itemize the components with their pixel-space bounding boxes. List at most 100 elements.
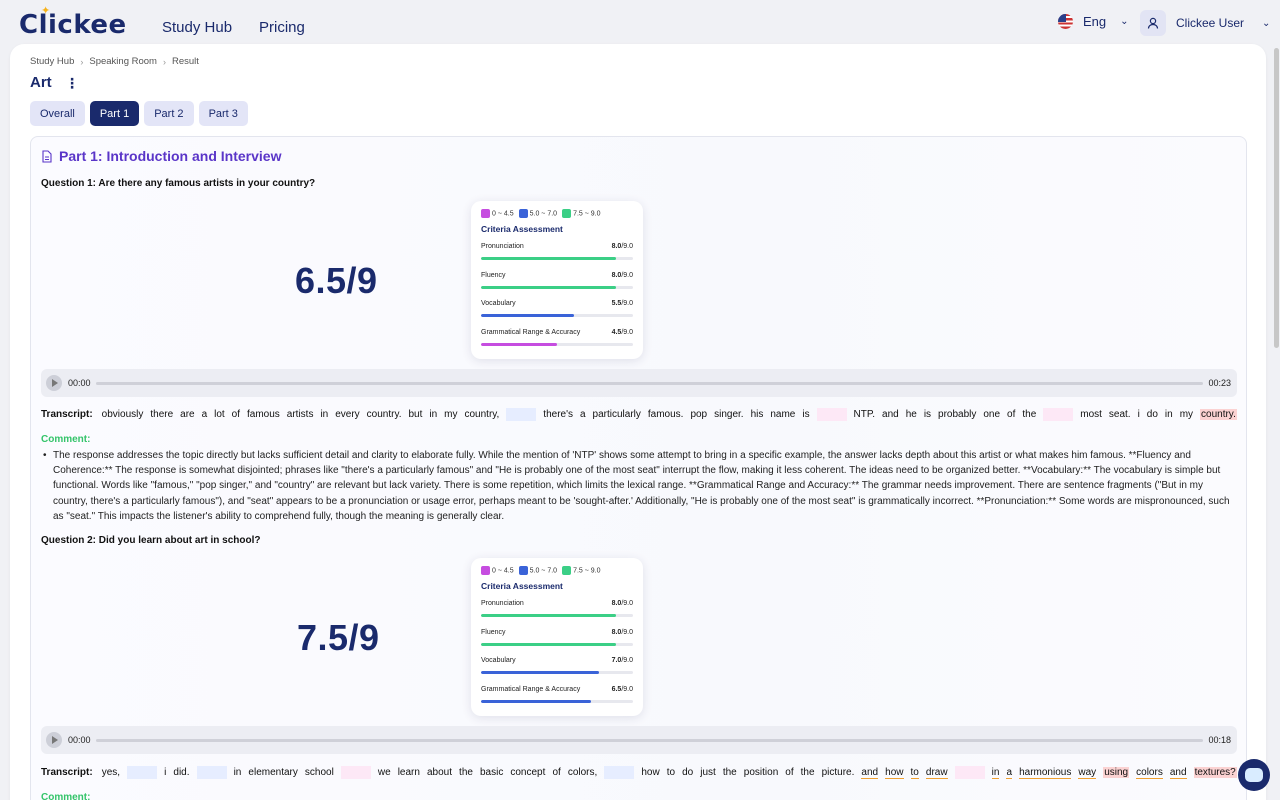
flagged-word: colors <box>1136 766 1163 779</box>
transcript-word: probably <box>938 409 977 420</box>
page-title: Art <box>30 74 52 91</box>
chevron-right-icon: › <box>80 56 84 67</box>
transcript-word: we <box>377 767 391 778</box>
user-icon <box>1140 10 1166 36</box>
audio-progress-slider[interactable] <box>95 738 1204 742</box>
criteria-name: Vocabulary <box>481 657 516 665</box>
question-title: Question 2: Did you learn about art in s… <box>41 535 261 546</box>
transcript-label: Transcript: <box>41 767 93 778</box>
transcript-word: did. <box>173 767 190 778</box>
transcript-word: of <box>785 767 794 778</box>
legend-item: 7.5 ~ 9.0 <box>562 209 601 218</box>
criteria-row: Fluency 8.0/9.0 <box>481 267 633 296</box>
criteria-name: Fluency <box>481 628 506 636</box>
transcript-word: of <box>552 767 561 778</box>
transcript-word: picture. <box>821 767 855 778</box>
transcript-word: lot <box>214 409 225 420</box>
audio-progress-slider[interactable] <box>95 381 1204 385</box>
criteria-score: 7.0/9.0 <box>611 657 633 665</box>
transcript-word: NTP. <box>853 409 876 420</box>
transcript-word: a <box>579 409 586 420</box>
error-word: country. <box>1200 409 1237 420</box>
breadcrumb-speaking-room[interactable]: Speaking Room <box>89 56 157 67</box>
criteria-bar <box>481 700 633 704</box>
transcript-word: country, <box>464 409 500 420</box>
criteria-bar-fill <box>481 642 617 646</box>
transcript-word: in <box>1164 409 1173 420</box>
transcript-word: name <box>770 409 796 420</box>
criteria-score: 5.5/9.0 <box>611 300 633 308</box>
section-title: Part 1: Introduction and Interview <box>41 148 281 164</box>
criteria-bar-fill <box>481 343 557 347</box>
transcript: Transcript: yes, i did. in elementary school we… <box>41 766 1237 779</box>
chat-icon[interactable] <box>1238 759 1270 791</box>
legend-item: 0 ~ 4.5 <box>481 209 514 218</box>
transcript-word: he <box>905 409 917 420</box>
criteria-score: 8.0/9.0 <box>611 271 633 279</box>
criteria-bar <box>481 257 633 260</box>
pause-marker <box>1043 408 1074 421</box>
nav-pricing[interactable]: Pricing <box>259 19 305 36</box>
flagged-word: way <box>1078 766 1097 779</box>
language-selector[interactable]: Eng ⌄ <box>1058 14 1129 29</box>
play-icon[interactable] <box>46 732 62 748</box>
transcript-word: elementary <box>248 767 298 778</box>
transcript-word: particularly <box>592 409 641 420</box>
legend-item: 5.0 ~ 7.0 <box>518 566 557 575</box>
pause-marker <box>340 766 371 779</box>
transcript-word: i <box>1137 409 1140 420</box>
transcript-word: most <box>1080 409 1102 420</box>
criteria-bar-fill <box>481 700 591 704</box>
transcript-word: pop <box>690 409 708 420</box>
transcript-word: basic <box>479 767 504 778</box>
more-options-icon[interactable]: ⋮ <box>65 75 79 91</box>
audio-player: 00:00 00:18 <box>41 726 1237 754</box>
criteria-bar-fill <box>481 314 574 318</box>
tab-overall[interactable]: Overall <box>30 101 85 126</box>
transcript-word: colors, <box>567 767 598 778</box>
criteria-name: Pronunciation <box>481 600 524 607</box>
criteria-score: 8.0/9.0 <box>611 600 633 607</box>
transcript-word: the <box>800 767 815 778</box>
tab-part-3[interactable]: Part 3 <box>198 101 248 126</box>
transcript-word: i <box>164 767 167 778</box>
logo[interactable]: Clickee ✦ <box>19 4 127 40</box>
tab-part-2[interactable]: Part 2 <box>144 101 194 126</box>
flagged-word: and <box>1169 766 1187 779</box>
transcript-word: famous <box>247 409 280 420</box>
transcript-word: are <box>180 409 195 420</box>
transcript-word: is <box>802 409 810 420</box>
transcript-word: artists <box>286 409 314 420</box>
criteria-bar-fill <box>481 671 600 675</box>
play-icon[interactable] <box>46 375 62 391</box>
breadcrumb-study-hub[interactable]: Study Hub <box>30 56 75 67</box>
nav-study-hub[interactable]: Study Hub <box>162 19 233 36</box>
transcript-word: to <box>666 767 676 778</box>
question-title: Question 1: Are there any famous artists… <box>41 178 316 189</box>
score-legend: 0 ~ 4.5 5.0 ~ 7.0 7.5 ~ 9.0 <box>481 209 633 218</box>
scrollbar[interactable] <box>1272 44 1280 354</box>
comment-label: Comment: <box>41 792 91 800</box>
transcript-word: do <box>682 767 694 778</box>
pause-marker <box>127 766 158 779</box>
criteria-row: Grammatical Range & Accuracy 6.5/9.0 <box>481 681 633 710</box>
tab-part-1[interactable]: Part 1 <box>89 101 140 126</box>
flagged-word: and <box>861 766 879 779</box>
criteria-card: 0 ~ 4.5 5.0 ~ 7.0 7.5 ~ 9.0 Criteria Assess… <box>471 201 643 359</box>
transcript-word: my <box>1179 409 1194 420</box>
transcript-word: yes, <box>101 767 121 778</box>
transcript-label: Transcript: <box>41 409 93 420</box>
transcript-word: concept <box>510 767 546 778</box>
transcript-word: his <box>750 409 764 420</box>
transcript-word: singer. <box>714 409 744 420</box>
criteria-score: 8.0/9.0 <box>611 628 633 636</box>
criteria-name: Pronunciation <box>481 243 524 250</box>
transcript-word: there <box>150 409 174 420</box>
criteria-row: Grammatical Range & Accuracy 4.5/9.0 <box>481 324 633 353</box>
transcript-word: of <box>1007 409 1016 420</box>
criteria-name: Fluency <box>481 271 506 279</box>
logo-text: Clickee <box>19 10 127 40</box>
transcript-word: but <box>408 409 423 420</box>
user-menu[interactable]: Clickee User ⌄ <box>1140 10 1270 36</box>
pause-marker <box>954 766 985 779</box>
